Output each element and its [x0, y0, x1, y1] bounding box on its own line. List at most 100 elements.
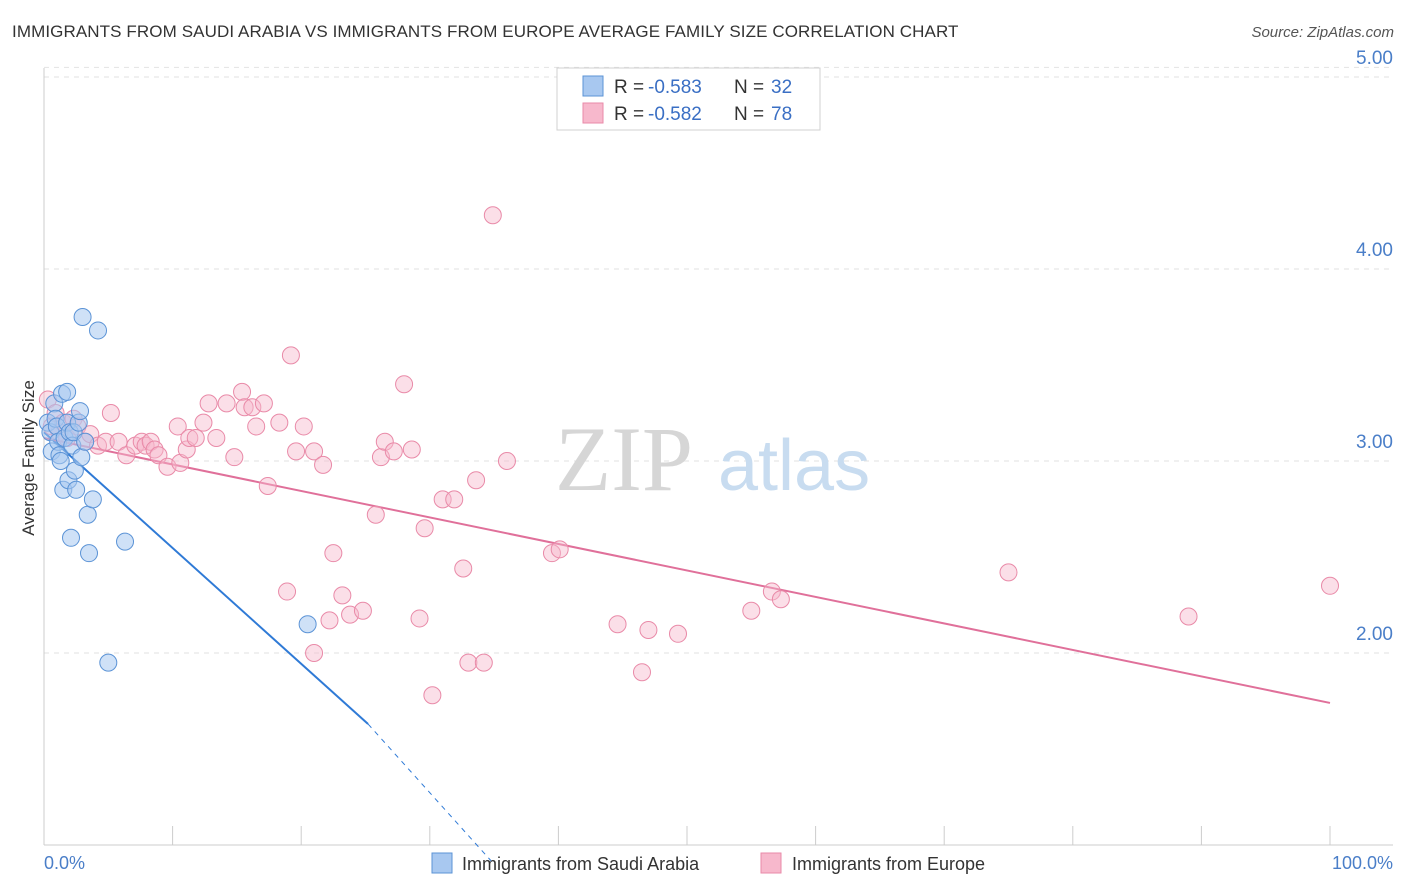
data-point-europe	[225, 448, 244, 467]
x-tick-label: 100.0%	[1332, 853, 1393, 873]
data-point-europe	[632, 663, 651, 682]
x-tick-labels: 0.0% 100.0%	[44, 853, 1393, 873]
legend-r-value-2: -0.582	[648, 104, 702, 125]
data-point-europe	[294, 417, 313, 436]
data-point-saudi	[67, 480, 86, 499]
trend-line-saudi	[43, 431, 369, 725]
data-point-europe	[639, 620, 658, 639]
data-point-europe	[320, 611, 339, 630]
y-tick-labels: 2.00 3.00 4.00 5.00	[1356, 48, 1393, 645]
legend-r-label-1: R =	[614, 77, 644, 98]
data-point-europe	[333, 586, 352, 605]
y-tick-label: 5.00	[1356, 48, 1393, 69]
data-point-saudi	[99, 653, 118, 672]
data-point-saudi	[58, 382, 77, 401]
data-point-europe	[668, 624, 687, 643]
data-point-europe	[199, 394, 218, 413]
data-point-europe	[1179, 607, 1198, 626]
data-point-europe	[550, 540, 569, 559]
data-point-europe	[384, 442, 403, 461]
data-point-europe	[281, 346, 300, 365]
data-point-saudi	[62, 528, 81, 547]
legend-r-label-2: R =	[614, 104, 644, 125]
data-point-europe	[109, 432, 128, 451]
data-point-europe	[270, 413, 289, 432]
trend-lines	[43, 431, 1331, 865]
data-point-saudi	[89, 321, 108, 340]
data-point-europe	[117, 446, 136, 465]
data-point-europe	[402, 440, 421, 459]
grid-lines	[44, 66, 1393, 654]
data-point-europe	[366, 505, 385, 524]
data-point-saudi	[72, 448, 91, 467]
data-point-europe	[467, 471, 486, 490]
data-point-europe	[1321, 576, 1339, 595]
data-point-europe	[217, 394, 236, 413]
data-point-europe	[194, 413, 213, 432]
data-point-europe	[608, 615, 627, 634]
bottom-legend: Immigrants from Saudi Arabia Immigrants …	[431, 852, 985, 874]
bottom-legend-label-europe: Immigrants from Europe	[792, 854, 985, 874]
data-point-europe	[101, 404, 120, 422]
bottom-legend-swatch-saudi	[431, 852, 453, 874]
data-point-europe	[375, 432, 394, 451]
trend-line-saudi-extension	[367, 723, 495, 865]
legend-n-label-2: N =	[734, 104, 764, 125]
x-tick-label: 0.0%	[44, 853, 85, 873]
data-point-europe	[96, 432, 115, 451]
data-point-europe	[999, 563, 1018, 582]
legend-n-value-1: 32	[771, 77, 792, 98]
data-point-europe	[287, 442, 306, 461]
data-point-europe	[415, 519, 434, 538]
data-point-europe	[168, 417, 187, 436]
data-point-europe	[314, 455, 333, 474]
data-point-europe	[233, 382, 252, 401]
data-point-europe	[254, 394, 273, 413]
data-point-europe	[305, 644, 324, 662]
data-point-saudi	[71, 402, 90, 421]
axes	[43, 68, 1393, 846]
legend-swatch-europe	[582, 102, 604, 124]
data-point-europe	[395, 375, 414, 394]
data-point-europe	[207, 428, 226, 447]
data-point-europe	[324, 544, 343, 563]
legend-n-label-1: N =	[734, 77, 764, 98]
bottom-legend-swatch-europe	[760, 852, 782, 874]
data-point-saudi	[116, 532, 135, 551]
data-point-europe	[410, 609, 429, 628]
data-point-europe	[278, 582, 297, 601]
data-point-europe	[247, 417, 266, 436]
data-point-europe	[771, 590, 790, 609]
source-label: Source: ZipAtlas.com	[1251, 24, 1394, 41]
legend-r-value-1: -0.583	[648, 77, 702, 98]
y-tick-label: 3.00	[1356, 432, 1393, 453]
data-point-europe	[497, 452, 516, 470]
data-point-europe	[742, 601, 761, 620]
y-tick-label: 4.00	[1356, 240, 1393, 261]
legend-n-value-2: 78	[771, 104, 792, 125]
data-point-europe	[186, 428, 205, 447]
data-point-europe	[445, 490, 464, 509]
data-point-saudi	[298, 615, 317, 634]
legend-box: R = -0.583 N = 32 R = -0.582 N = 78	[556, 67, 821, 131]
data-point-saudi	[78, 505, 97, 524]
data-point-saudi	[51, 452, 70, 470]
data-point-europe	[762, 582, 781, 601]
data-point-europe	[459, 653, 478, 672]
data-point-europe	[474, 653, 493, 672]
data-point-europe	[180, 428, 199, 447]
data-point-europe	[305, 442, 324, 461]
watermark: ZIP atlas	[555, 408, 870, 510]
data-point-europe	[243, 398, 262, 417]
data-point-europe	[454, 559, 473, 578]
series-europe-points	[38, 206, 1339, 705]
watermark-atlas: atlas	[718, 426, 870, 506]
data-point-europe	[483, 206, 502, 225]
trend-line-europe	[43, 436, 1331, 704]
y-axis-label: Average Family Size	[19, 380, 38, 536]
data-point-saudi	[76, 432, 95, 451]
chart-title: IMMIGRANTS FROM SAUDI ARABIA VS IMMIGRAN…	[12, 22, 959, 41]
data-point-europe	[423, 686, 442, 705]
data-point-europe	[258, 476, 277, 495]
